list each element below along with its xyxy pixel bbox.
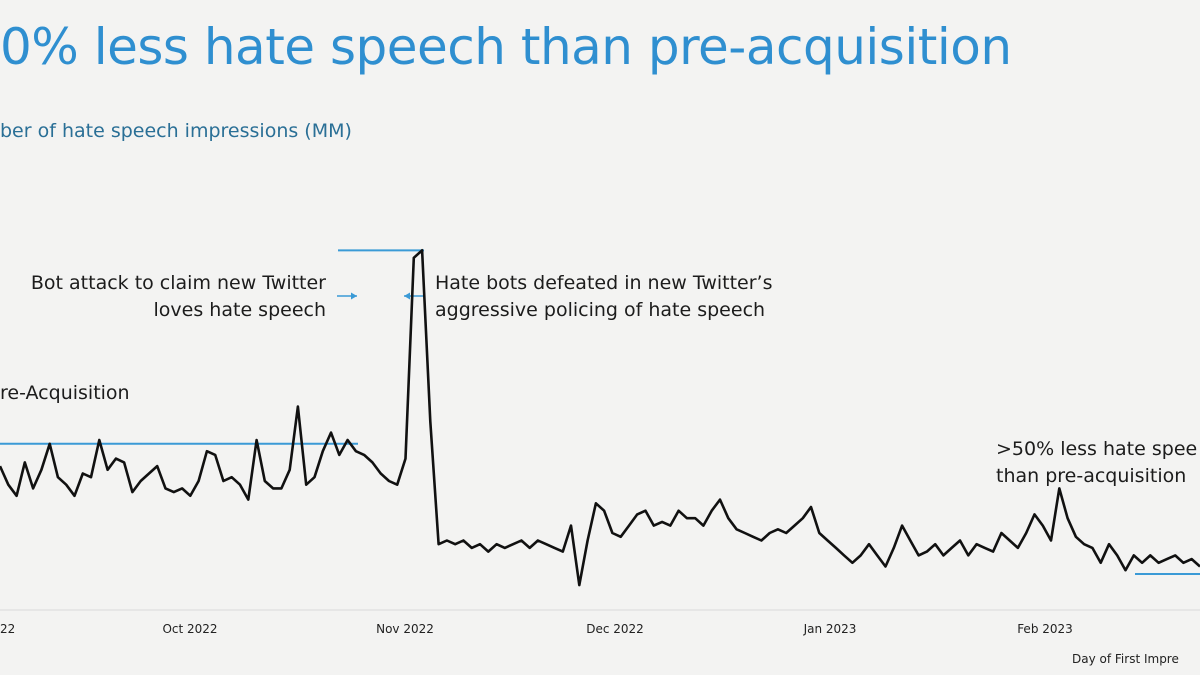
x-tick-label: Dec 2022 [586,622,644,636]
pre-acquisition-label: re-Acquisition [0,382,130,404]
hate-bots-annotation-line-1: Hate bots defeated in new Twitter’s [435,272,772,294]
hate-speech-series-line [0,249,1200,587]
x-axis-label: Day of First Impre [1072,652,1179,666]
less-hate-annotation-line-2: than pre-acquisition [996,465,1186,487]
x-tick-label: Nov 2022 [376,622,434,636]
x-tick-label: Feb 2023 [1017,622,1073,636]
x-tick-label: 22 [0,622,15,636]
y-axis-label: ber of hate speech impressions (MM) [0,120,352,142]
less-hate-annotation-line-1: >50% less hate spee [996,438,1197,460]
right-arrow-icon [404,292,424,300]
slide-title: 0% less hate speech than pre-acquisition [0,18,1012,76]
bot-attack-annotation-line-2: loves hate speech [154,299,326,321]
x-tick-label: Oct 2022 [162,622,217,636]
left-arrow-icon [337,292,357,300]
x-tick-label: Jan 2023 [803,622,857,636]
bot-attack-annotation-line-1: Bot attack to claim new Twitter [31,272,326,294]
hate-bots-annotation-line-2: aggressive policing of hate speech [435,299,765,321]
